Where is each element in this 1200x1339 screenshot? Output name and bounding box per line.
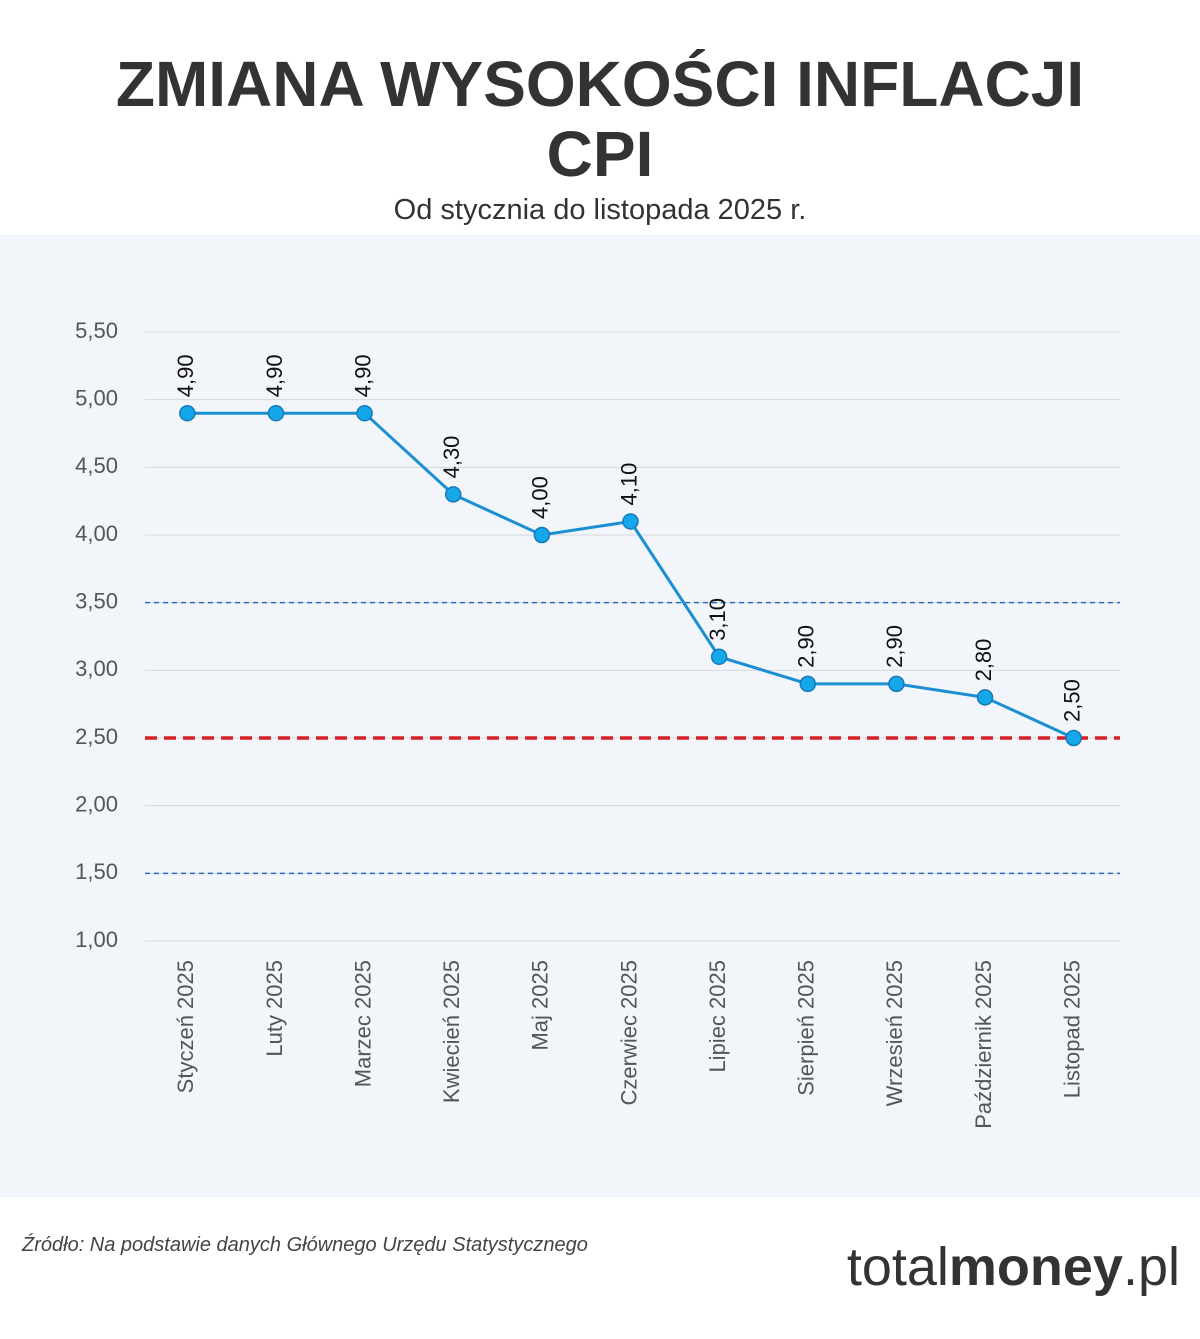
data-point (179, 404, 196, 422)
y-tick-label: 4,50 (75, 453, 118, 478)
data-label: 3,10 (705, 598, 730, 641)
data-point (533, 526, 551, 544)
data-label: 4,90 (262, 354, 287, 397)
x-tick-label: Październik 2025 (971, 960, 996, 1129)
y-tick-label: 1,00 (75, 927, 118, 952)
x-tick-label: Luty 2025 (262, 960, 287, 1057)
x-tick-label: Kwiecień 2025 (439, 960, 464, 1103)
y-tick-label: 5,50 (75, 318, 118, 343)
logo-part: .pl (1123, 1237, 1180, 1297)
x-tick-label: Wrzesień 2025 (882, 960, 907, 1106)
x-tick-label: Sierpień 2025 (794, 960, 819, 1096)
data-label: 2,50 (1059, 679, 1084, 722)
data-label: 2,90 (882, 625, 907, 668)
plot-panel (0, 235, 1200, 1197)
data-label: 2,80 (971, 639, 996, 682)
y-tick-label: 1,50 (75, 859, 118, 884)
y-tick-label: 3,50 (75, 588, 118, 613)
x-tick-label: Listopad 2025 (1059, 960, 1084, 1098)
chart-title: CPI (547, 118, 654, 190)
logo-part: total (847, 1237, 949, 1297)
data-label: 4,90 (350, 354, 375, 397)
data-point (356, 404, 373, 422)
chart-title: ZMIANA WYSOKOŚCI INFLACJI (116, 48, 1084, 120)
x-tick-label: Marzec 2025 (350, 960, 375, 1087)
data-point (888, 675, 905, 693)
y-tick-label: 5,00 (75, 385, 118, 410)
x-tick-label: Czerwiec 2025 (616, 960, 641, 1106)
data-label: 4,30 (439, 436, 464, 479)
logo-part: money (949, 1237, 1123, 1297)
x-tick-label: Styczeń 2025 (173, 960, 198, 1093)
data-label: 2,90 (794, 625, 819, 668)
x-tick-label: Maj 2025 (528, 960, 553, 1051)
data-label: 4,90 (173, 354, 198, 397)
data-point (1065, 729, 1082, 747)
data-point (267, 404, 285, 422)
data-label: 4,00 (528, 476, 553, 519)
y-tick-label: 3,00 (75, 656, 118, 681)
data-point (976, 689, 994, 706)
y-tick-label: 4,00 (75, 521, 118, 546)
data-point (444, 486, 462, 503)
source: Źródło: Na podstawie danych Głównego Urz… (21, 1233, 588, 1256)
data-point (710, 648, 728, 666)
y-tick-label: 2,50 (75, 724, 118, 749)
data-point (799, 675, 817, 693)
logo: totalmoney.pl (847, 1237, 1180, 1297)
y-tick-label: 2,00 (75, 791, 118, 816)
data-label: 4,10 (616, 463, 641, 506)
x-tick-label: Lipiec 2025 (705, 960, 730, 1073)
data-point (622, 513, 639, 530)
chart-subtitle: Od stycznia do listopada 2025 r. (394, 194, 807, 226)
